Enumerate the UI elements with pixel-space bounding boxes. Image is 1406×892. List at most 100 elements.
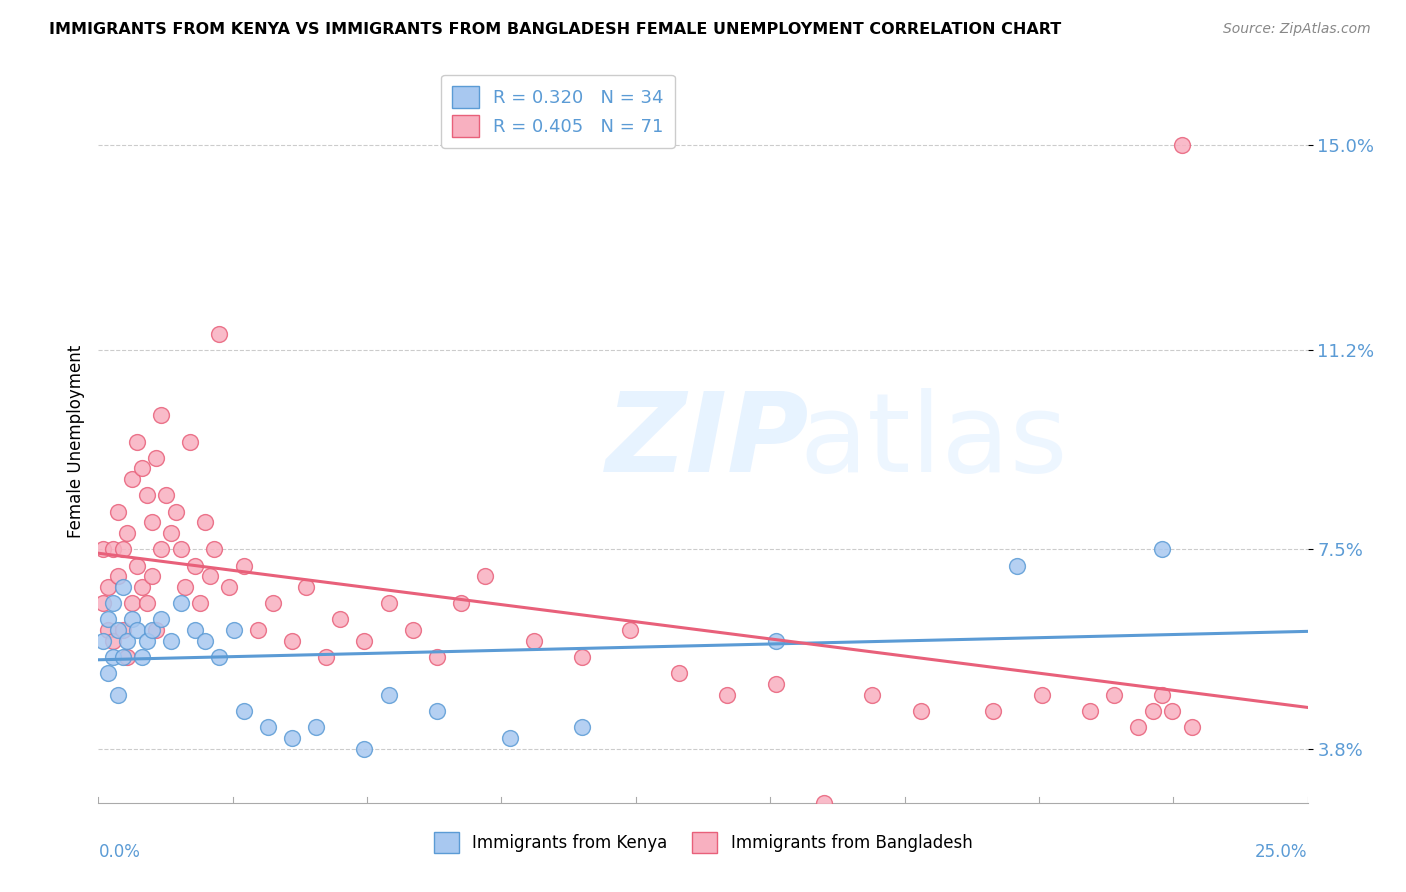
- Text: ZIP: ZIP: [606, 388, 810, 495]
- Point: [1180, 720, 1202, 734]
- Point: [107, 505, 129, 519]
- Point: [107, 624, 129, 638]
- Point: [523, 634, 546, 648]
- Point: [377, 596, 399, 610]
- Point: [194, 634, 217, 648]
- Point: [150, 408, 173, 422]
- Point: [101, 542, 124, 557]
- Point: [117, 526, 139, 541]
- Point: [474, 569, 496, 583]
- Point: [145, 624, 167, 638]
- Point: [111, 650, 134, 665]
- Point: [860, 688, 883, 702]
- Point: [232, 704, 254, 718]
- Point: [97, 612, 120, 626]
- Point: [141, 569, 163, 583]
- Point: [571, 650, 593, 665]
- Point: [121, 472, 143, 486]
- Point: [218, 580, 240, 594]
- Point: [111, 542, 134, 557]
- Point: [97, 580, 120, 594]
- Point: [179, 434, 201, 449]
- Point: [765, 677, 787, 691]
- Point: [131, 650, 153, 665]
- Point: [160, 526, 183, 541]
- Point: [131, 580, 153, 594]
- Point: [353, 634, 375, 648]
- Point: [165, 505, 187, 519]
- Point: [101, 596, 124, 610]
- Point: [117, 634, 139, 648]
- Point: [910, 704, 932, 718]
- Point: [498, 731, 520, 745]
- Point: [1128, 720, 1150, 734]
- Point: [174, 580, 197, 594]
- Point: [145, 450, 167, 465]
- Text: atlas: atlas: [800, 388, 1069, 495]
- Point: [262, 596, 284, 610]
- Point: [1161, 704, 1184, 718]
- Point: [141, 516, 163, 530]
- Point: [160, 634, 183, 648]
- Point: [377, 688, 399, 702]
- Point: [127, 558, 149, 573]
- Point: [247, 624, 270, 638]
- Point: [1102, 688, 1125, 702]
- Point: [127, 624, 149, 638]
- Text: Source: ZipAtlas.com: Source: ZipAtlas.com: [1223, 22, 1371, 37]
- Point: [117, 650, 139, 665]
- Point: [97, 666, 120, 681]
- Text: 25.0%: 25.0%: [1256, 843, 1308, 861]
- Point: [91, 596, 114, 610]
- Point: [198, 569, 221, 583]
- Point: [91, 634, 114, 648]
- Point: [208, 650, 231, 665]
- Point: [184, 558, 207, 573]
- Point: [150, 542, 173, 557]
- Point: [194, 516, 217, 530]
- Point: [329, 612, 352, 626]
- Point: [101, 650, 124, 665]
- Point: [131, 461, 153, 475]
- Point: [97, 624, 120, 638]
- Point: [281, 731, 304, 745]
- Point: [169, 596, 191, 610]
- Point: [813, 796, 835, 810]
- Point: [1142, 704, 1164, 718]
- Point: [135, 596, 157, 610]
- Point: [135, 488, 157, 502]
- Point: [169, 542, 191, 557]
- Point: [426, 704, 449, 718]
- Point: [127, 434, 149, 449]
- Point: [353, 742, 375, 756]
- Point: [402, 624, 425, 638]
- Point: [222, 624, 245, 638]
- Text: IMMIGRANTS FROM KENYA VS IMMIGRANTS FROM BANGLADESH FEMALE UNEMPLOYMENT CORRELAT: IMMIGRANTS FROM KENYA VS IMMIGRANTS FROM…: [49, 22, 1062, 37]
- Point: [150, 612, 173, 626]
- Point: [426, 650, 449, 665]
- Point: [305, 720, 328, 734]
- Point: [141, 624, 163, 638]
- Y-axis label: Female Unemployment: Female Unemployment: [66, 345, 84, 538]
- Point: [981, 704, 1004, 718]
- Point: [1152, 542, 1174, 557]
- Point: [1171, 138, 1194, 153]
- Point: [107, 688, 129, 702]
- Point: [91, 542, 114, 557]
- Point: [315, 650, 337, 665]
- Point: [121, 612, 143, 626]
- Point: [204, 542, 226, 557]
- Point: [155, 488, 177, 502]
- Point: [101, 634, 124, 648]
- Point: [107, 569, 129, 583]
- Legend: Immigrants from Kenya, Immigrants from Bangladesh: Immigrants from Kenya, Immigrants from B…: [427, 826, 979, 860]
- Point: [184, 624, 207, 638]
- Point: [111, 580, 134, 594]
- Point: [281, 634, 304, 648]
- Point: [135, 634, 157, 648]
- Point: [765, 634, 787, 648]
- Point: [1031, 688, 1053, 702]
- Point: [256, 720, 278, 734]
- Point: [716, 688, 738, 702]
- Point: [295, 580, 318, 594]
